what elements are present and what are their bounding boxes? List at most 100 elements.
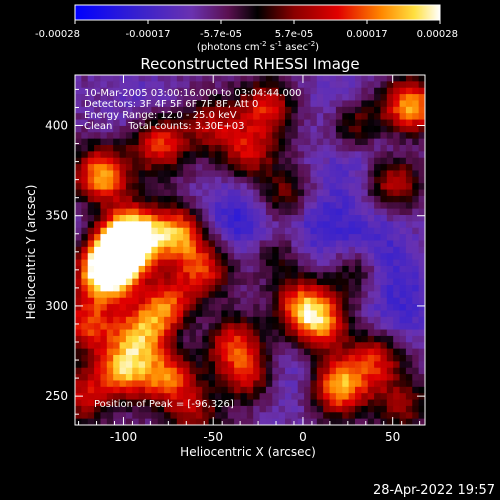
heatmap-cell	[75, 374, 82, 381]
heatmap-cell	[399, 355, 407, 362]
heatmap-cell	[208, 183, 216, 191]
heatmap-cell	[399, 100, 407, 108]
heatmap-cell	[412, 418, 420, 425]
heatmap-cell	[75, 183, 82, 191]
heatmap-cell	[189, 75, 197, 82]
heatmap-cell	[367, 291, 375, 299]
heatmap-cell	[418, 195, 425, 203]
heatmap-cell	[81, 265, 89, 273]
heatmap-cell	[119, 265, 127, 273]
heatmap-cell	[253, 170, 261, 178]
heatmap-cell	[265, 119, 273, 127]
heatmap-cell	[81, 253, 89, 261]
heatmap-cell	[285, 329, 292, 337]
heatmap-cell	[195, 75, 203, 82]
heatmap-cell	[361, 342, 369, 350]
heatmap-cell	[405, 310, 413, 318]
heatmap-cell	[297, 202, 305, 210]
heatmap-cell	[418, 151, 425, 159]
heatmap-cell	[132, 316, 140, 324]
colorbar-tick-label: 5.7e-05	[275, 29, 313, 40]
heatmap-cell	[215, 132, 222, 140]
heatmap-cell	[265, 132, 273, 140]
heatmap-cell	[342, 361, 350, 369]
heatmap-cell	[151, 221, 159, 229]
heatmap-cell	[399, 329, 407, 337]
heatmap-cell	[380, 195, 388, 203]
heatmap-cell	[157, 297, 165, 305]
heatmap-cell	[405, 316, 413, 324]
heatmap-cell	[164, 94, 171, 101]
heatmap-cell	[405, 100, 413, 108]
heatmap-cell	[234, 240, 241, 248]
colorbar-tick-label: -0.00017	[126, 29, 171, 40]
heatmap-cell	[253, 393, 261, 401]
heatmap-cell	[285, 297, 292, 305]
heatmap-cell	[106, 157, 114, 165]
heatmap-cell	[157, 195, 165, 203]
heatmap-cell	[221, 189, 229, 197]
heatmap-cell	[310, 272, 318, 280]
heatmap-cell	[285, 272, 292, 280]
heatmap-cell	[355, 361, 362, 369]
heatmap-cell	[215, 386, 222, 394]
heatmap-cell	[94, 329, 101, 337]
heatmap-cell	[195, 164, 203, 171]
heatmap-cell	[125, 316, 133, 324]
heatmap-cell	[297, 412, 305, 420]
heatmap-cell	[138, 348, 146, 356]
heatmap-cell	[335, 221, 343, 229]
heatmap-cell	[265, 227, 273, 235]
heatmap-cell	[132, 386, 140, 394]
heatmap-cell	[240, 106, 248, 114]
heatmap-cell	[405, 151, 413, 159]
heatmap-cell	[94, 151, 101, 159]
heatmap-cell	[386, 310, 394, 318]
heatmap-cell	[221, 316, 229, 324]
heatmap-cell	[386, 151, 394, 159]
heatmap-cell	[265, 183, 273, 191]
heatmap-cell	[361, 367, 369, 375]
heatmap-cell	[253, 208, 261, 216]
heatmap-cell	[355, 335, 362, 343]
heatmap-cell	[380, 329, 388, 337]
heatmap-cell	[304, 176, 311, 184]
heatmap-cell	[75, 125, 82, 133]
heatmap-cell	[215, 81, 222, 89]
heatmap-cell	[399, 195, 407, 203]
heatmap-cell	[215, 164, 222, 171]
heatmap-cell	[361, 221, 369, 229]
heatmap-cell	[291, 342, 299, 350]
heatmap-cell	[164, 119, 171, 127]
heatmap-cell	[259, 310, 267, 318]
heatmap-cell	[246, 323, 254, 331]
heatmap-cell	[355, 278, 362, 286]
heatmap-cell	[367, 94, 375, 101]
heatmap-cell	[240, 374, 248, 381]
heatmap-cell	[285, 399, 292, 407]
heatmap-cell	[100, 291, 108, 299]
heatmap-cell	[418, 75, 425, 82]
heatmap-cell	[405, 329, 413, 337]
heatmap-cell	[176, 208, 184, 216]
heatmap-cell	[189, 272, 197, 280]
heatmap-cell	[138, 405, 146, 413]
heatmap-cell	[316, 278, 324, 286]
heatmap-cell	[75, 215, 82, 222]
heatmap-cell	[164, 291, 171, 299]
heatmap-cell	[253, 348, 261, 356]
heatmap-cell	[316, 246, 324, 254]
heatmap-cell	[208, 215, 216, 222]
heatmap-cell	[412, 164, 420, 171]
heatmap-cell	[297, 195, 305, 203]
heatmap-cell	[418, 125, 425, 133]
heatmap-cell	[335, 100, 343, 108]
heatmap-cell	[393, 297, 401, 305]
heatmap-cell	[380, 335, 388, 343]
heatmap-cell	[348, 75, 356, 82]
heatmap-cell	[215, 399, 222, 407]
heatmap-cell	[125, 412, 133, 420]
heatmap-cell	[145, 240, 152, 248]
heatmap-cell	[329, 75, 337, 82]
heatmap-cell	[234, 291, 241, 299]
